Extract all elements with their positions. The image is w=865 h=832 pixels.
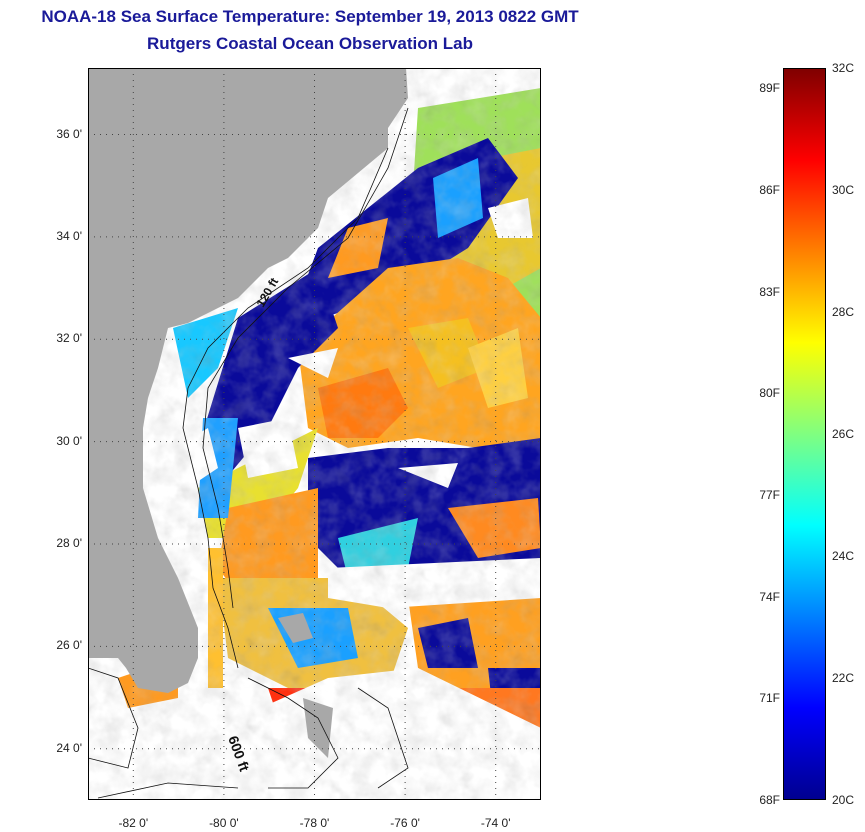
colorbar-fahrenheit-label: 89F (759, 81, 780, 96)
colorbar-celsius-label: 24C (832, 549, 855, 563)
colorbar-celsius-label: 28C (832, 305, 855, 319)
lon-tick-label: -80 0' (209, 816, 239, 830)
lat-tick-label: 28 0' (56, 536, 82, 551)
bathymetry-contours (88, 107, 409, 799)
map-title: NOAA-18 Sea Surface Temperature: Septemb… (41, 7, 579, 26)
lat-tick-label: 30 0' (56, 433, 82, 448)
lat-tick-label: 36 0' (56, 126, 82, 141)
lat-tick-label: 24 0' (56, 740, 82, 755)
lat-tick-label: 32 0' (56, 331, 82, 346)
colorbar-celsius-label: 20C (832, 793, 855, 807)
colorbar-fahrenheit-label: 77F (759, 488, 780, 502)
land-mass (88, 68, 408, 693)
graticule (88, 68, 541, 800)
temperature-colorbar (783, 68, 826, 800)
colorbar-celsius-label: 26C (832, 427, 855, 441)
colorbar-fahrenheit-label: 71F (759, 691, 780, 706)
colorbar-fahrenheit-label: 68F (759, 793, 780, 807)
lon-tick-label: -82 0' (118, 816, 149, 830)
colorbar-fahrenheit-label: 80F (759, 386, 780, 401)
colorbar-fahrenheit-label: 83F (759, 284, 780, 299)
bahamas (278, 613, 333, 758)
colorbar-celsius-label: 32C (832, 61, 855, 75)
sst-map: 120 ft 600 ft (88, 68, 541, 800)
colorbar-celsius-label: 30C (832, 183, 855, 197)
lat-tick-label: 26 0' (56, 638, 82, 653)
colorbar-fahrenheit-label: 86F (759, 183, 780, 197)
lon-tick-label: -78 0' (299, 816, 330, 830)
colorbar-celsius-label: 22C (832, 671, 855, 685)
lat-tick-label: 34 0' (56, 228, 82, 243)
lon-tick-label: -76 0' (390, 816, 420, 830)
map-subtitle: Rutgers Coastal Ocean Observation Lab (147, 34, 473, 53)
lon-tick-label: -74 0' (480, 816, 511, 830)
colorbar-fahrenheit-label: 74F (759, 589, 780, 604)
